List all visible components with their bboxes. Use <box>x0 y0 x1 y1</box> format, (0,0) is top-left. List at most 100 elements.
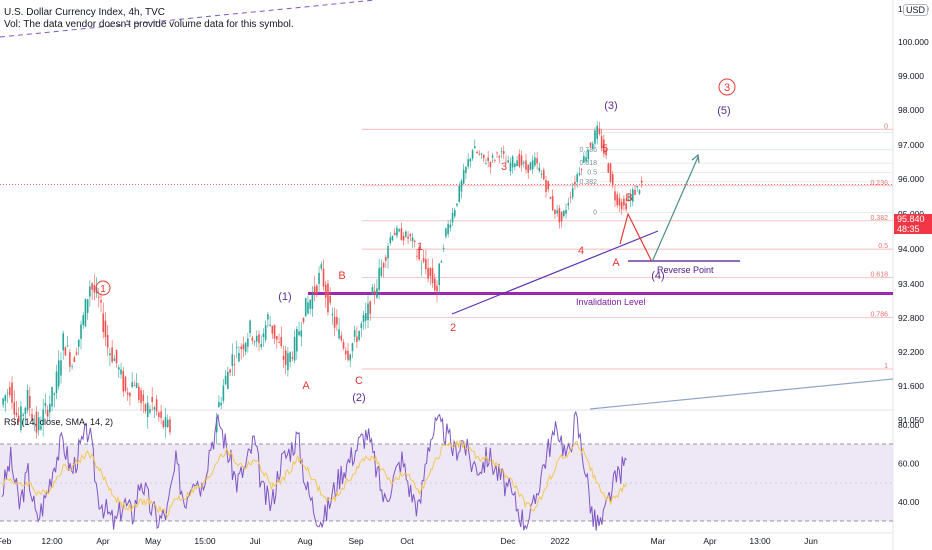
candle-body <box>62 333 64 351</box>
candle-body <box>327 283 329 313</box>
fibonacci-retracement[interactable]: 00.2360.3820.50.6180.786110.7860.6180.50… <box>0 123 893 370</box>
candle-body <box>385 257 387 261</box>
candle-body <box>447 223 449 235</box>
candle-body <box>46 409 49 417</box>
price-pane-bg <box>0 0 893 410</box>
candle-body <box>142 394 145 402</box>
candle-body <box>89 286 91 297</box>
candle-body <box>282 355 285 360</box>
candle-body <box>118 367 120 370</box>
candle-body <box>267 314 269 320</box>
candle-body <box>507 160 509 163</box>
candle-body <box>278 342 280 343</box>
candle-body <box>393 232 396 236</box>
candle-body <box>338 329 340 339</box>
candle-body <box>247 338 249 347</box>
candle-body <box>364 313 367 321</box>
candle-body <box>40 425 42 430</box>
candle-body <box>353 330 356 337</box>
candle-body <box>249 320 251 334</box>
price-tick-label: 91.600 <box>898 381 924 391</box>
candle-body <box>551 196 554 211</box>
time-tick-label: Oct <box>400 536 414 546</box>
price-tick-label: 100.000 <box>898 37 929 47</box>
time-tick-label: May <box>145 536 162 546</box>
candle-body <box>505 161 507 163</box>
wave-label-B: B <box>338 270 345 282</box>
candle-body <box>465 166 467 174</box>
candle-body <box>536 158 538 164</box>
price-candles <box>2 121 643 445</box>
candle-body <box>585 157 587 162</box>
candle-body <box>313 286 316 294</box>
candle-body <box>66 345 69 347</box>
candle-body <box>518 154 521 167</box>
rsi-axis[interactable]: 80.00 60.00 40.00 <box>898 420 920 507</box>
candle-body <box>565 209 567 214</box>
candle-body <box>220 402 222 406</box>
candle-body <box>215 417 218 433</box>
candle-body <box>60 360 62 376</box>
candle-body <box>109 353 111 356</box>
candle-body <box>124 376 127 391</box>
candle-body <box>449 224 452 229</box>
candle-body <box>289 352 291 363</box>
wave-labels: 1 A B C 1 2 3 4 5 A B 3 (1) (2) (3) (4) … <box>95 78 736 404</box>
candle-body <box>153 407 156 410</box>
candle-body <box>487 157 489 162</box>
time-tick-label: Apr <box>703 536 716 546</box>
support-trendline[interactable] <box>451 230 659 315</box>
candle-body <box>162 420 165 427</box>
volume-note: Vol: The data vendor doesn't provide vol… <box>4 19 294 30</box>
symbol-title[interactable]: U.S. Dollar Currency Index, 4h, TVC <box>4 7 165 18</box>
countdown-badge: 48:35 <box>894 224 932 234</box>
candle-body <box>607 163 610 173</box>
candle-body <box>151 396 153 402</box>
candle-body <box>589 142 592 147</box>
rsi-indicator-label[interactable]: RSI (14, close, SMA, 14, 2) <box>4 417 114 427</box>
candle-body <box>164 417 167 428</box>
candle-body <box>571 188 574 198</box>
candle-body <box>440 261 443 263</box>
candle-body <box>251 337 254 341</box>
candle-body <box>22 414 24 416</box>
candle-body <box>26 390 29 411</box>
candle-body <box>362 314 365 323</box>
candle-body <box>627 199 630 201</box>
candle-body <box>529 162 532 171</box>
candle-body <box>509 162 512 172</box>
currency-badge[interactable]: USD <box>902 4 928 16</box>
candle-body <box>389 237 392 244</box>
candle-body <box>398 229 400 232</box>
candle-body <box>531 160 534 170</box>
green-projection-arrow <box>651 156 699 263</box>
candle-body <box>542 170 545 180</box>
time-tick-label: 12:00 <box>41 536 63 546</box>
candle-body <box>591 143 594 149</box>
candle-body <box>320 264 323 269</box>
rsi-line <box>1 410 627 531</box>
candle-body <box>609 163 612 182</box>
candle-body <box>418 247 420 260</box>
candle-body <box>102 313 105 333</box>
candle-body <box>405 231 407 237</box>
candle-body <box>82 315 85 326</box>
candle-body <box>436 285 438 292</box>
candle-body <box>520 155 523 166</box>
fib-level-label: 1 <box>884 363 888 370</box>
lower-trendline[interactable] <box>589 378 894 410</box>
time-axis[interactable]: Feb 12:00 Apr May 15:00 Jul Aug Sep Oct Dec 2022 Ma… <box>0 536 818 546</box>
candle-body <box>462 169 465 184</box>
wave-label-circled-1: 1 <box>100 284 106 295</box>
candle-body <box>569 197 572 198</box>
candle-body <box>140 390 142 404</box>
reverse-point-label: Reverse Point <box>657 265 714 275</box>
invalidation-level-line[interactable] <box>308 292 893 295</box>
candle-body <box>322 268 325 287</box>
candle-body <box>111 347 113 362</box>
time-tick-label: Jun <box>804 536 818 546</box>
candle-body <box>471 150 474 159</box>
wave-label-A: A <box>302 380 310 392</box>
candle-body <box>287 353 289 370</box>
